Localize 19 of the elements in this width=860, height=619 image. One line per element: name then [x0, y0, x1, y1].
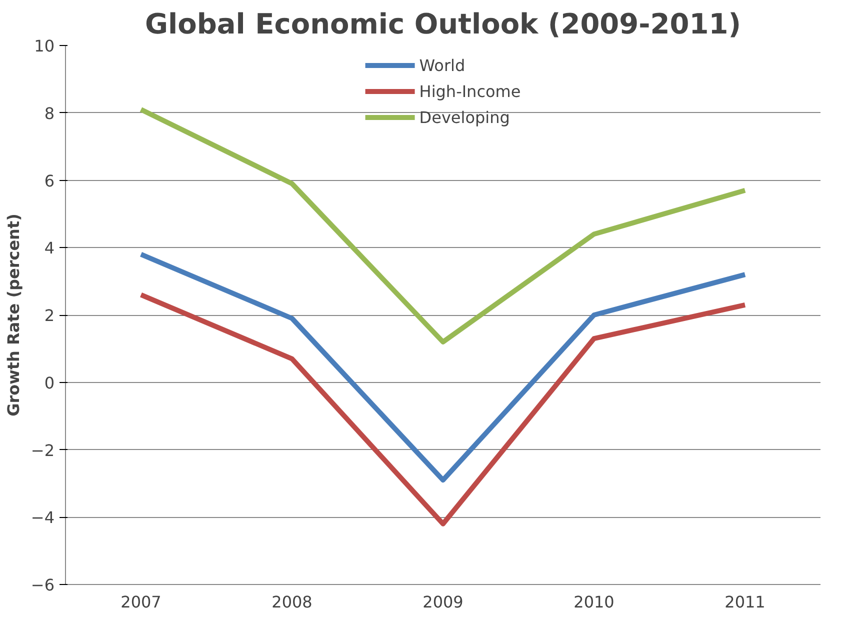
legend-label: Developing	[419, 108, 510, 126]
x-tick-label: 2011	[724, 592, 766, 612]
y-tick-label: 2	[44, 306, 55, 325]
chart-title: Global Economic Outlook (2009-2011)	[145, 8, 741, 40]
y-tick-label: 6	[44, 171, 55, 190]
y-tick-label: 10	[34, 36, 54, 56]
y-tick-label: −4	[30, 508, 55, 528]
legend-label: World	[419, 56, 466, 74]
y-axis-title: Growth Rate (percent)	[4, 214, 23, 416]
y-tick-label: −2	[30, 440, 55, 460]
y-tick-label: −6	[30, 576, 55, 594]
y-tick-label: 0	[44, 373, 55, 392]
legend-label: High-Income	[419, 82, 521, 100]
y-tick-label: 4	[44, 238, 55, 258]
x-tick-label: 2007	[120, 592, 162, 612]
x-tick-label: 2008	[272, 592, 312, 612]
x-tick-label: 2010	[574, 592, 614, 612]
y-tick-label: 8	[44, 104, 55, 123]
x-tick-label: 2009	[422, 592, 464, 612]
